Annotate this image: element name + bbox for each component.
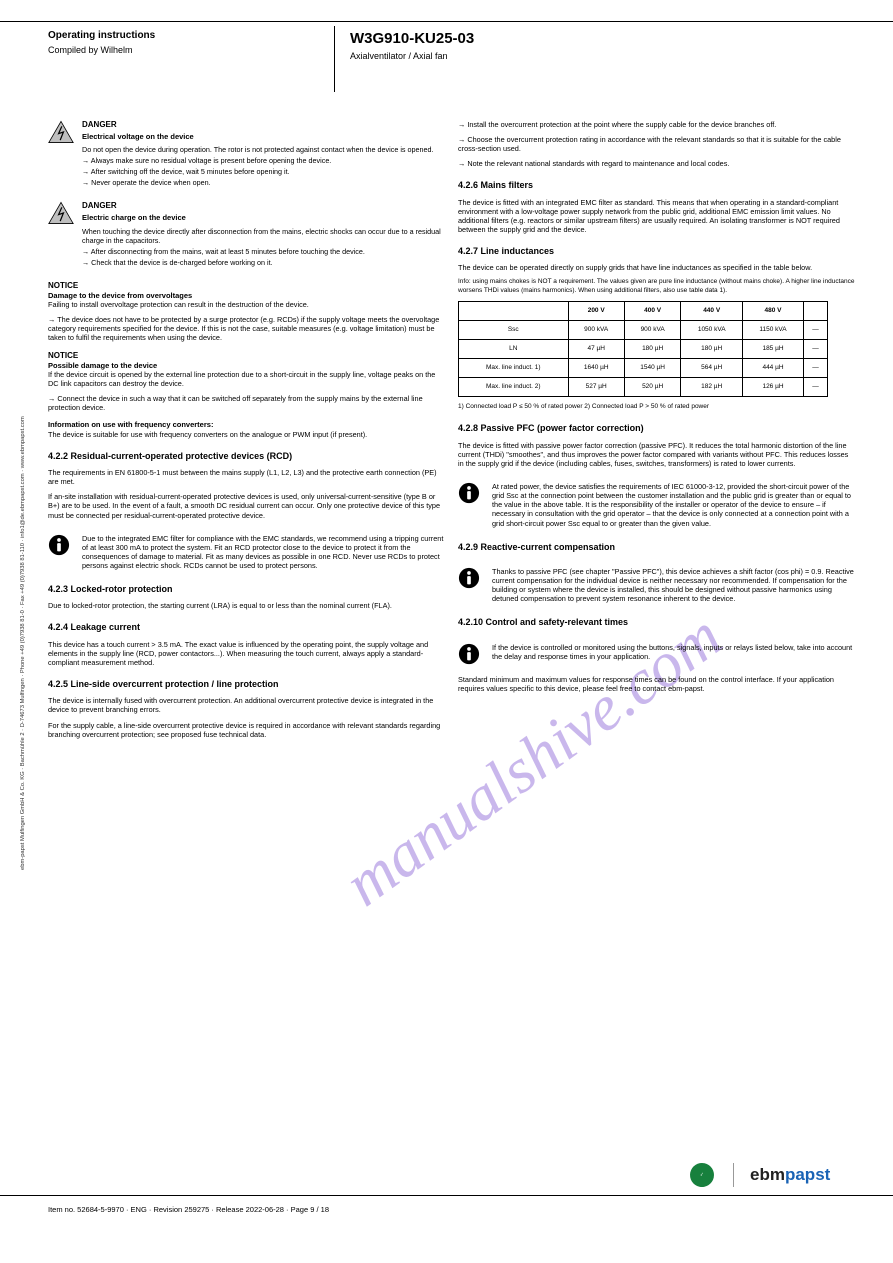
locked-p: Due to locked-rotor protection, the star… [48, 601, 446, 610]
info-icon [458, 567, 484, 591]
lead1: → Choose the overcurrent protection rati… [458, 135, 856, 153]
greentech-badge: ✓ [688, 1161, 716, 1189]
doc-type: Operating instructions [48, 30, 328, 43]
danger2-sub: Electric charge on the device [82, 213, 446, 222]
notice1-title: NOTICE [48, 281, 446, 291]
danger-title: DANGER [82, 120, 446, 130]
brand-papst: papst [785, 1165, 830, 1184]
reactive-heading: 4.2.9 Reactive-current compensation [458, 542, 856, 553]
line-induct-p: The device can be operated directly on s… [458, 263, 856, 272]
brand-logo: ebmpapst [750, 1164, 830, 1185]
pfc-note: At rated power, the device satisfies the… [458, 482, 856, 528]
info-icon [458, 643, 484, 667]
notice2-sub: Possible damage to the device [48, 361, 446, 370]
danger-sub: Electrical voltage on the device [82, 132, 446, 141]
control-note-text: If the device is controlled or monitored… [492, 643, 856, 661]
table-row: LN 47 µH 180 µH 180 µH 185 µH — [459, 339, 828, 358]
notice1-sub: Damage to the device from overvoltages [48, 291, 446, 300]
pfc-note-text: At rated power, the device satisfies the… [492, 482, 856, 528]
info-icon [458, 482, 484, 506]
pfc-p: The device is fitted with passive power … [458, 441, 856, 468]
control-p: Standard minimum and maximum values for … [458, 675, 856, 693]
footer-rule [0, 1195, 893, 1196]
reactive-note: Thanks to passive PFC (see chapter "Pass… [458, 567, 856, 603]
notice1-line0: Failing to install overvoltage protectio… [48, 300, 446, 309]
lineprot-heading: 4.2.5 Line-side overcurrent protection /… [48, 679, 446, 690]
danger-charge-icon [48, 201, 74, 227]
header-right: W3G910-KU25-03 Axialventilator / Axial f… [350, 30, 850, 62]
title-line2: Axialventilator / Axial fan [350, 51, 850, 62]
danger2-title: DANGER [82, 201, 446, 211]
top-rule [0, 21, 893, 22]
rcd-note-text: Due to the integrated EMC filter for com… [82, 534, 446, 570]
table-note: Info: using mains chokes is NOT a requir… [458, 278, 856, 294]
lead0: → Install the overcurrent protection at … [458, 120, 856, 129]
footer-sep [733, 1163, 734, 1187]
lead2: → Note the relevant national standards w… [458, 159, 856, 168]
locked-heading: 4.2.3 Locked-rotor protection [48, 584, 446, 595]
table-row: Max. line induct. 1) 1640 µH 1540 µH 564… [459, 359, 828, 378]
notice2-line0: If the device circuit is opened by the e… [48, 370, 446, 388]
rcd-note: Due to the integrated EMC filter for com… [48, 534, 446, 570]
notice2-line1: → Connect the device in such a way that … [48, 394, 446, 412]
inductance-table: 200 V 400 V 440 V 480 V Ssc 900 kVA 900 … [458, 301, 828, 398]
notice1-line1: → The device does not have to be protect… [48, 315, 446, 342]
lineprot-p1: The device is internally fused with over… [48, 696, 446, 714]
rcd-p2: If an-site installation with residual-cu… [48, 492, 446, 519]
lineprot-p2: For the supply cable, a line-side overcu… [48, 721, 446, 739]
danger-charge: DANGER Electric charge on the device Whe… [48, 201, 446, 266]
notice2-title: NOTICE [48, 351, 446, 361]
line-induct-h: 4.2.7 Line inductances [458, 246, 856, 257]
leak-p: This device has a touch current > 3.5 mA… [48, 640, 446, 667]
control-heading: 4.2.10 Control and safety-relevant times [458, 617, 856, 628]
table-footnote: 1) Connected load P ≤ 50 % of rated powe… [458, 403, 856, 411]
side-imprint: ebm-papst Mulfingen GmbH & Co. KG · Bach… [20, 861, 320, 870]
mains-filters-h: 4.2.6 Mains filters [458, 180, 856, 191]
table-row: Ssc 900 kVA 900 kVA 1050 kVA 1150 kVA — [459, 320, 828, 339]
page-footer: Item no. 52684-5-9970 · ENG · Revision 2… [48, 1205, 848, 1214]
mains-filters-p: The device is fitted with an integrated … [458, 198, 856, 234]
composer: Compiled by Wilhelm [48, 45, 328, 56]
danger-voltage-icon [48, 120, 74, 146]
danger-voltage: DANGER Electrical voltage on the device … [48, 120, 446, 187]
fc-info-title: Information on use with frequency conver… [48, 420, 446, 429]
header-divider [334, 26, 335, 92]
brand-ebm: ebm [750, 1165, 785, 1184]
rcd-heading: 4.2.2 Residual-current-operated protecti… [48, 451, 446, 462]
reactive-note-text: Thanks to passive PFC (see chapter "Pass… [492, 567, 856, 603]
fc-info-text: The device is suitable for use with freq… [48, 430, 446, 439]
danger2-text: When touching the device directly after … [82, 227, 446, 267]
control-note: If the device is controlled or monitored… [458, 643, 856, 661]
table-row: Max. line induct. 2) 527 µH 520 µH 182 µ… [459, 378, 828, 397]
leak-heading: 4.2.4 Leakage current [48, 622, 446, 633]
title-line1: W3G910-KU25-03 [350, 30, 850, 49]
pfc-heading: 4.2.8 Passive PFC (power factor correcti… [458, 423, 856, 434]
rcd-p1: The requirements in EN 61800-5-1 must be… [48, 468, 446, 486]
table-header-row: 200 V 400 V 440 V 480 V [459, 301, 828, 320]
header-left: Operating instructions Compiled by Wilhe… [48, 30, 328, 56]
danger-text: Do not open the device during operation.… [82, 145, 446, 187]
info-icon [48, 534, 74, 558]
